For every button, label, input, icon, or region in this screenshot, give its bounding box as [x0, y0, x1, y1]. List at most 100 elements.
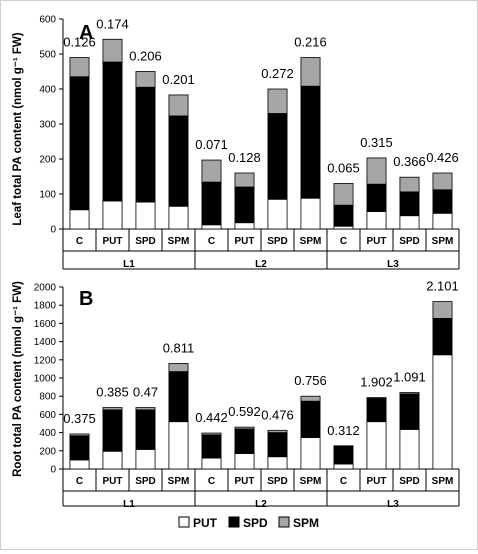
panel-a-bar-spd — [334, 205, 353, 226]
panel-b-bar-spm — [169, 363, 188, 371]
panel-b-bar-put — [301, 438, 320, 469]
panel-b-category-label: SPM — [168, 476, 190, 487]
panel-a-category-label: SPM — [300, 236, 322, 247]
panel-b-category-label: SPM — [300, 476, 322, 487]
panel-a-bar-spd — [169, 116, 188, 206]
legend-label-put: PUT — [193, 516, 218, 530]
panel-a-ratio-label: 0.315 — [360, 135, 393, 150]
panel-b-ratio-label: 0.811 — [163, 340, 195, 355]
panel-a-bar-put — [367, 212, 386, 230]
panel-b-y-tick-label: 1400 — [34, 337, 57, 348]
panel-a-bar-put — [70, 210, 89, 229]
panel-b-y-tick-label: 1800 — [34, 301, 57, 312]
panel-b-ratio-label: 0.592 — [228, 404, 261, 419]
panel-b-group-label: L3 — [387, 499, 399, 510]
panel-a-bar-spm — [334, 184, 353, 206]
panel-a-ratio-label: 0.126 — [63, 35, 96, 50]
panel-b-label: B — [79, 288, 93, 310]
panel-a-category-label: C — [208, 236, 215, 247]
panel-a-bar-put — [433, 213, 452, 229]
panel-a-group-label: L2 — [255, 259, 267, 270]
panel-b-y-tick-label: 400 — [39, 428, 56, 439]
panel-a-y-tick-label: 400 — [39, 85, 56, 96]
panel-a-ratio-label: 0.065 — [327, 161, 360, 176]
panel-b-ratio-label: 0.47 — [133, 385, 158, 400]
panel-b-bar-spd — [235, 429, 254, 454]
panel-a-bar-spd — [301, 86, 320, 198]
panel-a-y-tick-label: 100 — [39, 190, 56, 201]
panel-b-category-label: C — [208, 476, 215, 487]
legend: PUT SPD SPM — [179, 516, 319, 530]
panel-b-bar-spm — [70, 434, 89, 436]
panel-b-bar-put — [268, 457, 287, 469]
panel-a-bar-spm — [136, 72, 155, 88]
panel-a-bar-spd — [433, 190, 452, 213]
panel-b-bar-spm — [136, 408, 155, 410]
panel-b-bar-put — [367, 422, 386, 469]
panel-b-bar-put — [70, 460, 89, 469]
panel-b-category-label: SPD — [135, 476, 156, 487]
panel-b-bar-spd — [367, 398, 386, 421]
panel-b-bar-spm — [202, 433, 221, 435]
panel-a-ratio-label: 0.128 — [228, 150, 261, 165]
panel-a-bar-put — [334, 226, 353, 229]
panel-b-bar-spd — [169, 372, 188, 422]
panel-a-bar-spm — [70, 58, 89, 77]
panel-b-y-tick-label: 200 — [39, 446, 56, 457]
panel-a-bar-spm — [268, 89, 287, 114]
panel-b-ratio-label: 0.442 — [195, 410, 228, 425]
panel-b-bar-spd — [268, 433, 287, 457]
panel-b-group-label: L1 — [123, 499, 135, 510]
panel-a-bar-spd — [400, 192, 419, 216]
panel-b-bar-spd — [103, 410, 122, 451]
panel-b-bar-put — [235, 454, 254, 469]
panel-b-bar-put — [136, 449, 155, 469]
panel-a-y-tick-label: 500 — [39, 50, 56, 61]
panel-b-category-label: SPM — [432, 476, 454, 487]
panel-b-bar-spd — [301, 401, 320, 437]
panel-b-bar-spd — [136, 410, 155, 450]
panel-a-ratio-label: 0.201 — [162, 72, 195, 87]
panel-b-ratio-label: 0.375 — [63, 411, 96, 426]
panel-a-category-label: C — [340, 236, 347, 247]
panel-a-bar-put — [268, 199, 287, 229]
legend-swatch-spd — [229, 517, 239, 527]
panel-a-category-label: PUT — [103, 236, 123, 247]
panel-a-y-tick-label: 200 — [39, 155, 56, 166]
panel-b-bar-spm — [400, 393, 419, 394]
panel-a-bar-put — [400, 216, 419, 229]
panel-b-category-label: PUT — [235, 476, 255, 487]
panel-a-bar-spd — [235, 187, 254, 223]
panel-a-bar-spm — [433, 173, 452, 190]
panel-b-category-label: C — [76, 476, 83, 487]
panel-a-ratio-label: 0.272 — [261, 66, 294, 81]
panel-a-category-label: SPD — [267, 236, 288, 247]
panel-b-bar-spm — [301, 396, 320, 401]
panel-a-ratio-label: 0.071 — [195, 137, 228, 152]
panel-b-bar-spd — [400, 394, 419, 429]
panel-a-bar-put — [136, 202, 155, 229]
panel-a-bar-spm — [103, 39, 122, 62]
panel-a-group-label: L3 — [387, 259, 399, 270]
panel-b-ratio-label: 0.756 — [294, 373, 327, 388]
panel-b-bar-spd — [202, 435, 221, 458]
panel-a-category-label: SPM — [168, 236, 190, 247]
panel-a-bar-spd — [136, 87, 155, 202]
panel-b-bar-put — [202, 458, 221, 469]
panel-a: Leaf total PA content (nmol g⁻¹ FW) A 01… — [12, 15, 459, 271]
panel-b-y-tick-label: 800 — [39, 392, 56, 403]
panel-b-category-label: SPD — [267, 476, 288, 487]
panel-b-bar-spm — [103, 408, 122, 410]
panel-b-bar-put — [433, 355, 452, 469]
panel-b: Root total PA content (nmol g⁻¹ FW) B 02… — [12, 279, 459, 510]
panel-a-bar-put — [169, 206, 188, 229]
panel-b-y-tick-label: 1600 — [34, 319, 57, 330]
panel-a-bar-spm — [202, 160, 221, 182]
panel-a-bar-put — [235, 223, 254, 229]
panel-a-bar-spd — [70, 77, 89, 210]
panel-a-y-axis-label: Leaf total PA content (nmol g⁻¹ FW) — [12, 32, 24, 225]
legend-swatch-put — [179, 517, 189, 527]
panel-a-category-label: SPD — [399, 236, 420, 247]
panel-b-bar-spm — [433, 302, 452, 319]
legend-label-spm: SPM — [293, 516, 319, 530]
